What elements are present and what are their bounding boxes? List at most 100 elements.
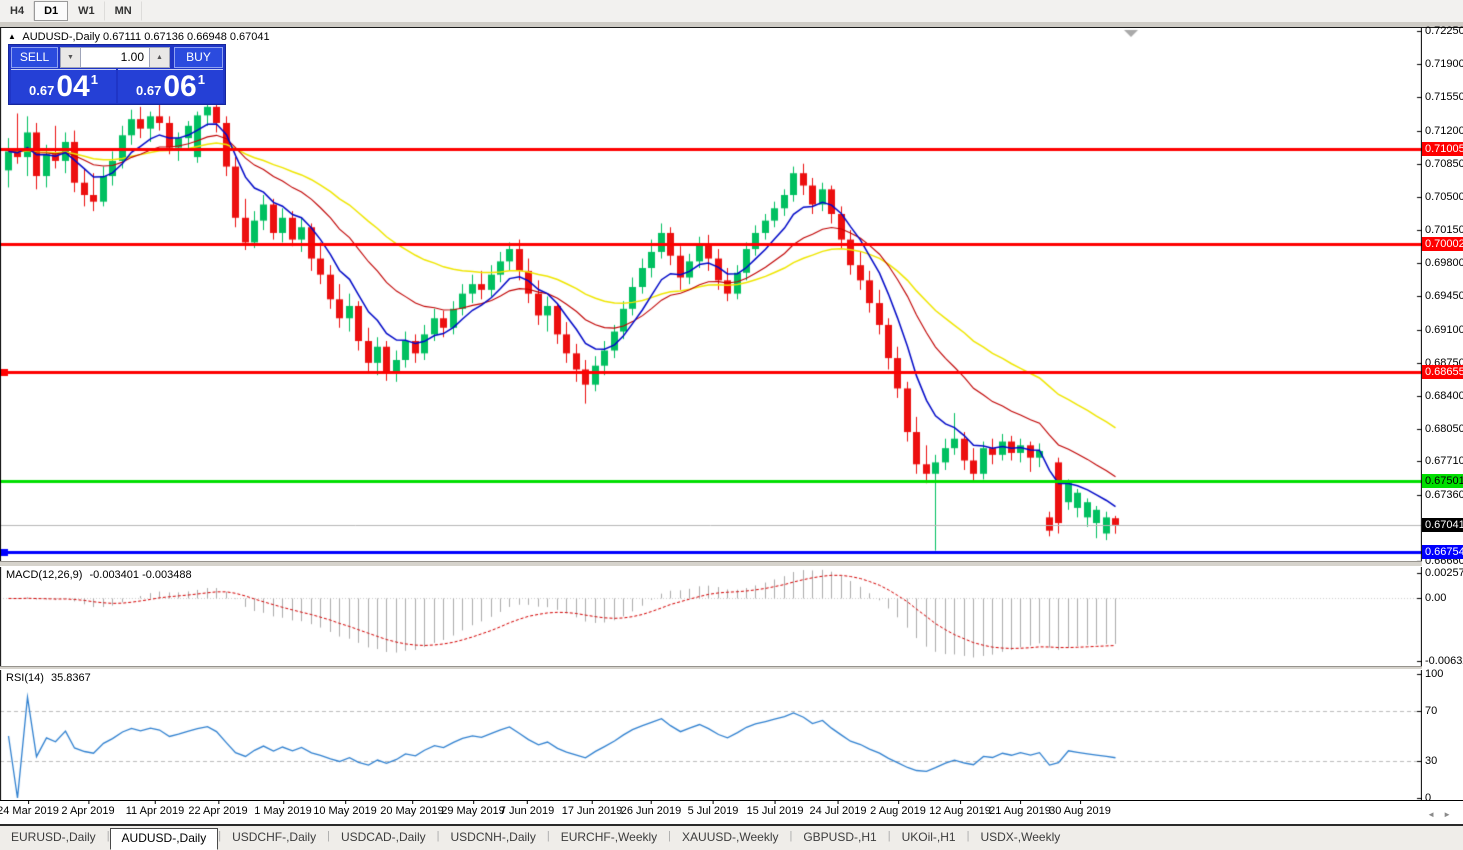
chart-tab-xauusd-weekly[interactable]: XAUUSD-,Weekly xyxy=(682,830,779,844)
timeframe-button-mn[interactable]: MN xyxy=(105,1,142,21)
price-tick-label: 0.67360 xyxy=(1425,488,1463,501)
date-tick-label: 29 May 2019 xyxy=(441,801,505,817)
level-price-tag: 0.71005 xyxy=(1422,142,1463,157)
price-tick-label: 0.70850 xyxy=(1425,157,1463,170)
price-tick-label: 0.67710 xyxy=(1425,455,1463,468)
date-tick-label: 22 Apr 2019 xyxy=(188,801,248,817)
chart-tab-usdcnh-daily[interactable]: USDCNH-,Daily xyxy=(450,830,536,844)
date-tick-label: 7 Jun 2019 xyxy=(499,801,555,817)
sell-price-box[interactable]: 0.67 04 1 xyxy=(11,69,116,103)
timeframe-button-d1[interactable]: D1 xyxy=(34,1,69,21)
scroll-left-icon[interactable]: ◄ xyxy=(1427,810,1444,819)
buy-price-base: 0.67 xyxy=(136,83,162,98)
volume-increase-icon[interactable]: ▲ xyxy=(149,47,170,68)
price-tick-label: 0.71200 xyxy=(1425,124,1463,137)
date-tick-label: 20 May 2019 xyxy=(380,801,444,817)
chart-tab-bar: EURUSD-,Daily | AUDUSD-,Daily | USDCHF-,Dail… xyxy=(0,826,1463,850)
date-tick-label: 21 Aug 2019 xyxy=(989,801,1051,817)
sell-price-base: 0.67 xyxy=(29,83,55,98)
date-axis[interactable]: 24 Mar 2019 2 Apr 2019 11 Apr 2019 22 Apr 2… xyxy=(0,800,1463,826)
scroll-right-icon[interactable]: ► xyxy=(1443,810,1459,819)
volume-stepper: ▼ 1.00 ▲ xyxy=(60,47,170,68)
axis-scroll-arrows[interactable]: ◄► xyxy=(1427,810,1459,819)
level-price-tag: 0.70002 xyxy=(1422,237,1463,252)
buy-button[interactable]: BUY xyxy=(174,47,223,68)
tab-separator: | xyxy=(789,830,793,842)
rsi-value: 35.8367 xyxy=(50,672,91,684)
price-tick-label: 0.69800 xyxy=(1425,257,1463,270)
price-tick-label: 0.70500 xyxy=(1425,190,1463,203)
chart-tab-usdx-weekly[interactable]: USDX-,Weekly xyxy=(980,830,1061,844)
date-tick-label: 11 Apr 2019 xyxy=(125,801,185,817)
chart-tab-eurchf-weekly[interactable]: EURCHF-,Weekly xyxy=(560,830,658,844)
sell-button[interactable]: SELL xyxy=(11,47,58,68)
volume-decrease-icon[interactable]: ▼ xyxy=(60,47,81,68)
buy-price-box[interactable]: 0.67 06 1 xyxy=(118,69,223,103)
tab-separator: | xyxy=(218,830,222,842)
tab-separator: | xyxy=(436,830,440,842)
tab-separator: | xyxy=(106,830,110,842)
macd-tick-label: -0.006326 xyxy=(1425,655,1463,667)
tab-separator: | xyxy=(327,830,330,842)
macd-indicator-label: MACD(12,26,9) -0.003401 -0.003488 xyxy=(6,569,192,581)
level-price-tag: 0.66754 xyxy=(1422,545,1463,560)
macd-name: MACD(12,26,9) xyxy=(6,569,83,581)
buy-price-pips: 06 xyxy=(163,69,197,103)
date-tick-label: 30 Aug 2019 xyxy=(1049,801,1111,817)
one-click-trading-panel: SELL ▼ 1.00 ▲ BUY 0.67 04 1 0.67 06 1 xyxy=(8,44,226,105)
tab-separator: | xyxy=(887,830,891,842)
price-chart-canvas[interactable] xyxy=(0,28,1422,800)
chart-tab-audusd-daily[interactable]: AUDUSD-,Daily xyxy=(109,828,219,850)
macd-tick-label: 0.00 xyxy=(1425,592,1447,605)
tab-separator: | xyxy=(966,830,970,842)
rsi-tick-label: 100 xyxy=(1425,668,1444,680)
macd-tick-label: 0.002574 xyxy=(1425,567,1463,579)
date-tick-label: 2 Apr 2019 xyxy=(61,801,115,817)
sell-price-pips: 04 xyxy=(56,69,90,103)
rsi-panel-separator[interactable] xyxy=(0,666,1463,670)
date-tick-label: 12 Aug 2019 xyxy=(929,801,991,817)
date-tick-label: 5 Jul 2019 xyxy=(687,801,739,817)
level-price-tag: 0.68655 xyxy=(1422,364,1463,379)
price-axis[interactable]: 0.72250 0.71900 0.71550 0.71200 0.70850 0.705… xyxy=(1422,25,1463,804)
price-tick-label: 0.71550 xyxy=(1425,91,1463,104)
date-tick-label: 17 Jun 2019 xyxy=(561,801,623,817)
date-tick-label: 26 Jun 2019 xyxy=(620,801,682,817)
chart-tab-usdchf-daily[interactable]: USDCHF-,Daily xyxy=(232,830,317,844)
rsi-tick-label: 70 xyxy=(1425,705,1438,718)
buy-price-point: 1 xyxy=(197,72,205,87)
chart-tab-ukoil-h1[interactable]: UKOil-,H1 xyxy=(901,830,956,844)
sell-price-point: 1 xyxy=(90,72,98,87)
price-tick-label: 0.70150 xyxy=(1425,224,1463,237)
rsi-tick-label: 0 xyxy=(1425,792,1432,804)
date-tick-label: 2 Aug 2019 xyxy=(870,801,926,817)
ohlc-readout: ▲ AUDUSD-,Daily 0.67111 0.67136 0.66948 … xyxy=(8,31,270,43)
rsi-indicator-label: RSI(14) 35.8367 xyxy=(6,672,91,684)
date-tick-label: 1 May 2019 xyxy=(254,801,312,817)
rsi-name: RSI(14) xyxy=(6,672,44,684)
toolbar-separator xyxy=(0,22,1463,27)
date-tick-label: 15 Jul 2019 xyxy=(746,801,804,817)
date-tick-label: 24 Mar 2019 xyxy=(0,801,59,817)
macd-values: -0.003401 -0.003488 xyxy=(89,569,192,581)
price-tick-label: 0.71900 xyxy=(1425,58,1463,71)
date-tick-label: 10 May 2019 xyxy=(313,801,377,817)
volume-input[interactable]: 1.00 xyxy=(81,47,149,68)
chart-top-border xyxy=(0,27,1463,28)
level-price-tag: 0.67501 xyxy=(1422,474,1463,489)
macd-panel-separator[interactable] xyxy=(0,561,1463,567)
chart-tab-usdcad-daily[interactable]: USDCAD-,Daily xyxy=(340,830,426,844)
tab-separator: | xyxy=(668,830,672,842)
ohlc-readout-text: AUDUSD-,Daily 0.67111 0.67136 0.66948 0.… xyxy=(22,31,270,43)
price-tick-label: 0.69100 xyxy=(1425,323,1463,336)
chart-tab-gbpusd-h1[interactable]: GBPUSD-,H1 xyxy=(803,830,877,844)
timeframe-button-w1[interactable]: W1 xyxy=(68,1,105,21)
chart-tab-eurusd-daily[interactable]: EURUSD-,Daily xyxy=(11,830,96,844)
price-tick-label: 0.68400 xyxy=(1425,390,1463,403)
timeframe-button-h4[interactable]: H4 xyxy=(0,1,35,21)
tab-separator: | xyxy=(546,830,550,842)
price-tick-label: 0.69450 xyxy=(1425,290,1463,303)
date-tick-label: 24 Jul 2019 xyxy=(809,801,867,817)
symbol-collapse-icon[interactable]: ▲ xyxy=(8,32,16,41)
